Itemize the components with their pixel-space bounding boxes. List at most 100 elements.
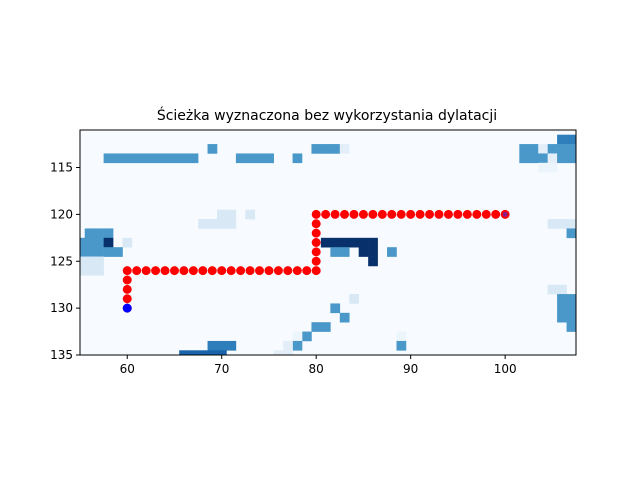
path-point	[387, 209, 397, 219]
heatmap-cell	[566, 219, 576, 229]
heatmap-cell	[528, 153, 539, 164]
heatmap-cell	[216, 219, 227, 229]
heatmap-cell	[94, 265, 104, 276]
plot-frame	[79, 129, 577, 356]
path-point	[311, 209, 321, 219]
heatmap-cell	[557, 153, 567, 164]
heatmap-cell	[566, 303, 576, 314]
heatmap-cell	[207, 144, 218, 154]
path-point	[188, 266, 198, 276]
heatmap-cell	[80, 265, 86, 276]
path-point	[311, 238, 321, 247]
heatmap-cell	[188, 153, 199, 164]
path-point	[217, 266, 227, 276]
path-point	[207, 266, 217, 276]
heatmap-cell	[320, 322, 331, 332]
heatmap-cell	[188, 350, 199, 355]
heatmap-cell	[264, 153, 274, 164]
y-tick-label: 115	[50, 161, 73, 175]
heatmap-cell	[566, 322, 576, 332]
x-tick-label: 100	[494, 362, 517, 376]
heatmap-cell	[160, 153, 171, 164]
y-tick-label: 130	[50, 301, 73, 315]
heatmap-cell	[84, 237, 95, 248]
heatmap-cell	[113, 247, 123, 257]
path-point	[311, 256, 321, 266]
path-point	[311, 247, 321, 257]
heatmap-cell	[339, 247, 350, 257]
heatmap-cell	[547, 219, 558, 229]
heatmap-cell	[245, 153, 256, 164]
path-point	[330, 209, 340, 219]
path-point	[132, 266, 142, 276]
heatmap-cell	[547, 144, 558, 154]
path-point	[368, 209, 378, 219]
heatmap-cell	[84, 256, 95, 267]
heatmap-cell	[368, 237, 378, 248]
heatmap-cell	[528, 144, 539, 154]
heatmap-cell	[131, 153, 142, 164]
heatmap-cell	[311, 144, 322, 154]
heatmap-cell	[519, 144, 530, 154]
path-point	[273, 266, 283, 276]
heatmap-cell	[216, 350, 227, 355]
heatmap-cell	[283, 340, 293, 351]
heatmap-cell	[339, 144, 350, 154]
heatmap-cell	[179, 153, 189, 164]
heatmap-cell	[396, 331, 407, 342]
heatmap-cell	[169, 153, 180, 164]
heatmap-cell	[103, 228, 114, 239]
heatmap-cell	[538, 153, 548, 164]
path-point	[321, 209, 331, 219]
path-point	[453, 209, 463, 219]
path-point	[340, 209, 350, 219]
y-axis: 115 120 125 130 135	[50, 161, 80, 362]
heatmap-cell	[226, 340, 237, 351]
heatmap-cell	[273, 350, 284, 355]
heatmap-cell	[122, 153, 133, 164]
heatmap-cell	[368, 256, 378, 267]
heatmap-cell	[566, 134, 576, 145]
heatmap-cell	[330, 237, 341, 248]
heatmap-cell	[557, 219, 567, 229]
y-tick-label: 125	[50, 254, 73, 268]
chart-title: Ścieżka wyznaczona bez wykorzystania dyl…	[157, 106, 497, 124]
path-point	[434, 209, 444, 219]
heatmap-cell	[547, 153, 558, 164]
path-point	[462, 209, 472, 219]
path-point	[377, 209, 387, 219]
heatmap-cell	[339, 237, 350, 248]
path-point	[481, 209, 491, 219]
heatmap-cell	[84, 247, 95, 257]
start-point	[122, 303, 132, 313]
heatmap-cell	[566, 144, 576, 154]
heatmap-cell	[368, 247, 378, 257]
x-tick-label: 70	[214, 362, 229, 376]
heatmap-cell	[254, 153, 265, 164]
path-points	[122, 209, 510, 313]
heatmap-cell	[547, 284, 558, 295]
heatmap-cell	[339, 312, 350, 323]
heatmap-cell	[94, 237, 104, 248]
path-point	[406, 209, 416, 219]
heatmap-cell	[566, 228, 576, 239]
path-point	[472, 209, 482, 219]
x-tick-label: 90	[403, 362, 418, 376]
heatmap-cell	[80, 256, 86, 267]
path-point	[292, 266, 302, 276]
path-point	[415, 209, 425, 219]
heatmap-cell	[80, 247, 86, 257]
heatmap-cell	[245, 209, 256, 220]
heatmap-cell	[103, 237, 114, 248]
heatmap-cell	[283, 350, 293, 355]
heatmap-cell	[557, 303, 567, 314]
heatmap-cell	[396, 340, 407, 351]
heatmap-cell	[566, 294, 576, 304]
heatmap-cell	[330, 303, 341, 314]
heatmap-cell	[226, 219, 237, 229]
path-point	[311, 219, 321, 229]
heatmap-cell	[358, 237, 369, 248]
heatmap-cell	[349, 294, 360, 304]
heatmap-cell	[292, 153, 303, 164]
x-tick-label: 80	[309, 362, 324, 376]
